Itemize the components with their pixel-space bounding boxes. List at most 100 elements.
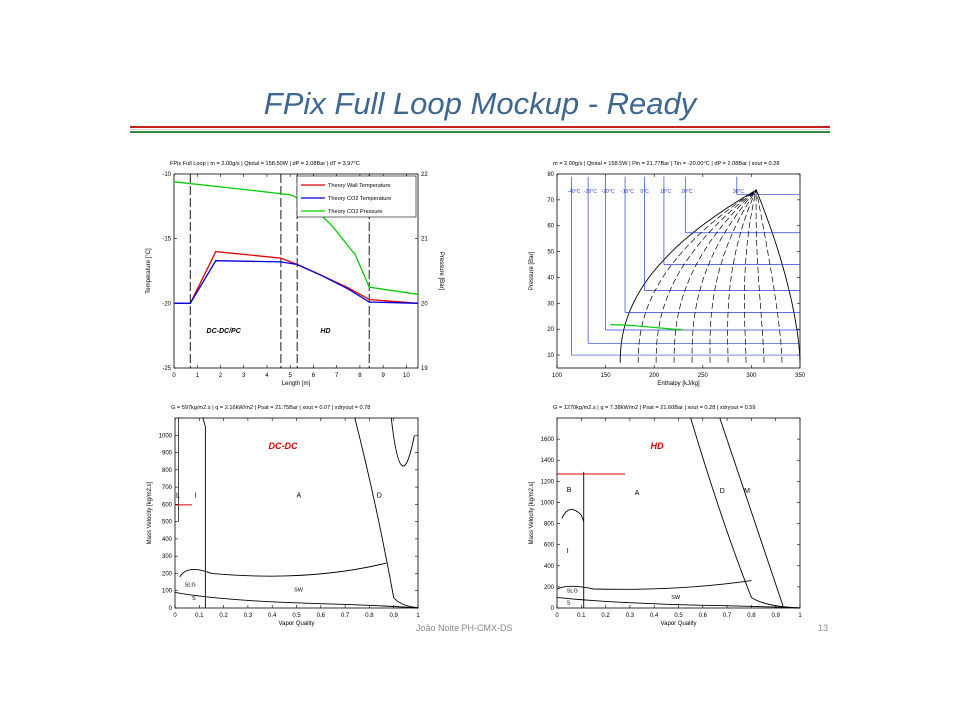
y-tick-label: 700 [162, 485, 173, 491]
series-line [174, 260, 419, 304]
y-tick-label: 1600 [541, 437, 555, 443]
y-tick-label: 0 [551, 606, 555, 612]
x-tick-label: 300 [746, 373, 757, 379]
x-tick-label: 9 [381, 373, 385, 379]
chart-temperature-pressure: 0 1 2 3 4 5 6 7 8 9 10 -25 -20 -15 -10 Length [m] Temper… [146, 161, 444, 387]
x-tick-label: 0.8 [365, 613, 374, 619]
y-tick-label: 800 [162, 468, 173, 474]
x-tick-label: 3 [242, 373, 246, 379]
y-tick-label: -25 [162, 366, 171, 372]
y-axis-label: Temperature [°C] [146, 248, 152, 294]
region-label: M [744, 488, 750, 495]
boundary-dryout [354, 417, 419, 609]
region-label: A [635, 490, 640, 497]
x-tick-label: 7 [335, 373, 339, 379]
region-label: SLG [567, 589, 578, 595]
region-label: S [567, 600, 571, 606]
section-label-dcdc: DC-DC/PC [207, 328, 242, 335]
region-label: I [567, 548, 569, 555]
x-axis-label: Enthalpy [kJ/kg] [657, 381, 700, 387]
x-tick-label: 0 [172, 373, 176, 379]
plot-frame [556, 173, 801, 369]
region-label: SW [671, 595, 681, 601]
chart-flow-map-hd: 0 0.1 0.2 0.3 0.4 0.5 0.6 0.7 0.8 0.9 1 0 200 400 600 8… [529, 405, 802, 627]
y-tick-label: 30 [547, 301, 554, 307]
x-tick-label: 0.7 [341, 613, 350, 619]
isotherm-label: 20°C [681, 189, 693, 195]
legend-box [296, 175, 417, 218]
isotherm-label: -30°C [584, 189, 597, 195]
region-label: SLG [185, 582, 196, 588]
legend: Theory Wall Temperature Theory CO2 Temper… [296, 175, 417, 218]
y-tick-label: 1000 [541, 500, 555, 506]
title-rule-gray [130, 129, 830, 130]
region-label: A [297, 492, 302, 499]
boundary-bubbly [561, 509, 585, 522]
y-axis-label: Mass Velocity [kg/m2.s] [529, 481, 535, 544]
quality-line [691, 189, 757, 363]
x-tick-label: 200 [649, 373, 660, 379]
boundary-dryout [690, 417, 801, 609]
quality-line [637, 189, 757, 363]
y-tick-label: 100 [162, 589, 173, 595]
boundary-intermittent [202, 417, 206, 608]
x-tick-label: 0.2 [601, 613, 610, 619]
title-rule-green [130, 131, 830, 133]
x-tick-label: 250 [698, 373, 709, 379]
map-annotation: HD [651, 441, 664, 451]
boundary-mist [390, 417, 415, 467]
region-label: I [194, 492, 196, 499]
chart-title: G = 597kg/m2.s | q = 2.16kW/m2 | Psat = … [171, 405, 370, 411]
footer-page-number: 13 [818, 623, 829, 633]
y-tick-label: 1000 [159, 433, 173, 439]
y-tick-label: 600 [544, 543, 555, 549]
boundary-stratified-wavy [556, 580, 752, 590]
x-tick-label: 8 [358, 373, 362, 379]
y2-axis-label: Pressure [Bar] [438, 252, 444, 291]
x-tick-label: 1 [196, 373, 200, 379]
y-axis-label: Pressure [Bar] [529, 252, 535, 291]
quality-line [744, 189, 757, 363]
x-tick-label: 150 [601, 373, 612, 379]
x-axis-label: Vapor Quality [279, 621, 315, 627]
y-tick-label: 800 [544, 522, 555, 528]
quality-line [673, 189, 757, 363]
x-tick-label: 2 [219, 373, 223, 379]
x-tick-label: 0.6 [317, 613, 326, 619]
x-tick-label: 0.6 [699, 613, 708, 619]
y-tick-label: 600 [162, 502, 173, 508]
y2-tick-label: 20 [421, 301, 428, 307]
y-tick-label: 40 [547, 275, 554, 281]
quality-line [709, 189, 757, 363]
x-tick-label: 0.5 [674, 613, 683, 619]
x-axis-label: Vapor Quality [661, 621, 697, 627]
isotherm-label: 30°C [733, 189, 745, 195]
chart-pressure-enthalpy: 100 150 200 250 300 350 10 20 30 40 50 60 70 80 Enthal… [529, 161, 806, 387]
legend-label: Theory CO2 Temperature [328, 196, 391, 202]
y-tick-label: 900 [162, 451, 173, 457]
x-tick-label: 0.3 [244, 613, 253, 619]
x-tick-label: 0.5 [292, 613, 301, 619]
y-tick-label: -20 [162, 301, 171, 307]
slide-title: FPix Full Loop Mockup - Ready [263, 86, 697, 121]
region-label: B [567, 487, 572, 494]
legend-label: Theory Wall Temperature [328, 183, 391, 189]
section-label-hd: HD [320, 328, 330, 335]
x-tick-label: 10 [403, 373, 410, 379]
y-tick-label: -15 [162, 237, 171, 243]
plot-frame [174, 417, 419, 609]
map-annotation: DC-DC [269, 441, 298, 451]
isotherm-label: 0°C [640, 189, 649, 195]
quality-line [755, 190, 765, 363]
x-tick-label: 0.9 [772, 613, 781, 619]
y-tick-label: 200 [162, 571, 173, 577]
y-tick-label: -10 [162, 172, 171, 178]
process-line [610, 324, 684, 331]
y-tick-label: 500 [162, 520, 173, 526]
y-tick-label: 1200 [541, 479, 555, 485]
y2-tick-label: 22 [421, 172, 428, 178]
region-label: SW [294, 588, 304, 594]
x-tick-label: 4 [265, 373, 269, 379]
isotherm-label: 10°C [660, 189, 672, 195]
y-tick-label: 200 [544, 585, 555, 591]
